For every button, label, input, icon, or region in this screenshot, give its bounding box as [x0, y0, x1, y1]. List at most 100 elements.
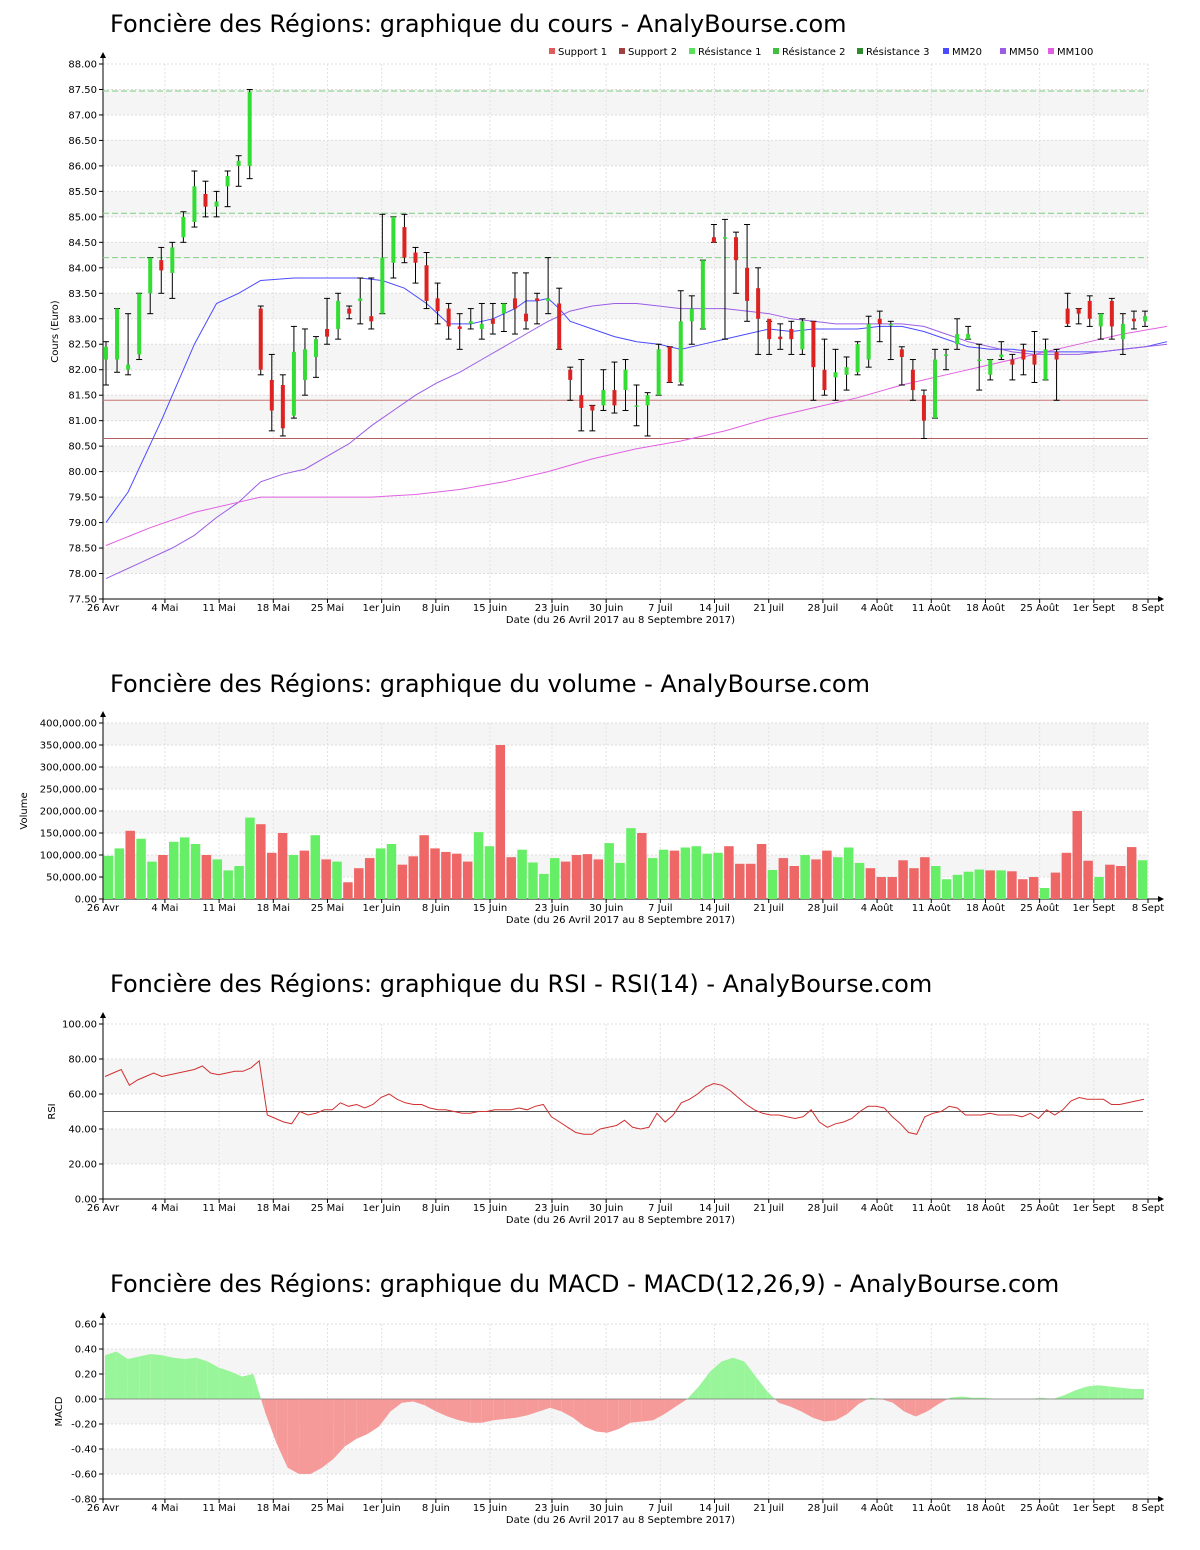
candle — [920, 389, 927, 439]
macd-x-arrow — [1158, 1496, 1164, 1502]
macd-negative-area — [607, 1399, 619, 1433]
candle-body — [291, 351, 296, 416]
macd-ytick-label: -0.20 — [71, 1420, 97, 1431]
rsi-ytick-label: 80.00 — [68, 1055, 97, 1066]
rsi-ytick-label: 0.00 — [75, 1195, 97, 1206]
candle — [379, 213, 386, 315]
candle-body — [1120, 323, 1125, 340]
legend-swatch — [619, 48, 625, 54]
macd-negative-area — [915, 1399, 928, 1417]
macd-negative-area — [573, 1399, 585, 1427]
volume-bar — [299, 850, 310, 899]
candle-body — [159, 260, 164, 271]
candle-body — [612, 390, 617, 406]
candle-body — [269, 379, 274, 411]
volume-bar — [637, 833, 647, 899]
candle-body — [137, 293, 142, 355]
volume-xtick-label: 7 Juil — [648, 903, 672, 914]
candle — [279, 374, 286, 437]
volume-bar — [310, 835, 321, 899]
candle-body — [225, 176, 230, 187]
candle — [213, 190, 220, 218]
candle — [810, 320, 817, 401]
candle — [876, 310, 883, 343]
candle-body — [734, 237, 739, 261]
candle — [931, 348, 938, 419]
macd-positive-area — [242, 1374, 254, 1399]
candle-body — [966, 334, 971, 340]
macd-xtick-label: 7 Juil — [648, 1503, 672, 1514]
candle-body — [402, 227, 407, 258]
price-band — [103, 89, 1148, 115]
candle — [909, 359, 916, 401]
price-xtick-label: 4 Mai — [151, 603, 178, 614]
macd-negative-area — [538, 1399, 551, 1412]
volume-bar — [996, 870, 1006, 899]
macd-negative-area — [778, 1399, 791, 1407]
price-ytick-label: 79.00 — [68, 518, 97, 529]
price-ytick-label: 80.50 — [68, 442, 97, 453]
candle-body — [789, 328, 794, 340]
volume-bar — [1050, 872, 1061, 899]
macd-xtick-label: 18 Mai — [257, 1503, 290, 1514]
candle-body — [1043, 349, 1048, 380]
candle — [1086, 295, 1093, 327]
macd-negative-area — [595, 1399, 608, 1433]
candle — [456, 313, 463, 350]
macd-negative-area — [584, 1399, 596, 1432]
legend-swatch — [773, 48, 779, 54]
price-ytick-label: 77.50 — [68, 595, 97, 606]
rsi-xtick-label: 7 Juil — [648, 1203, 672, 1214]
candle — [147, 257, 154, 315]
volume-bar — [1028, 877, 1039, 899]
price-ytick-label: 78.00 — [68, 569, 97, 580]
candle — [1053, 348, 1060, 401]
macd-negative-area — [458, 1399, 471, 1423]
candle-body — [711, 237, 716, 243]
candle-body — [435, 298, 440, 312]
volume-bar — [430, 848, 440, 899]
candle — [1042, 338, 1049, 381]
candle — [578, 359, 585, 432]
candle — [556, 287, 563, 350]
volume-xtick-label: 8 Juin — [422, 903, 450, 914]
macd-positive-area — [1075, 1386, 1087, 1399]
volume-ytick-label: 350,000.00 — [40, 741, 97, 752]
price-ytick-label: 84.50 — [68, 238, 97, 249]
candle — [412, 246, 419, 284]
candle — [335, 292, 342, 340]
candle-body — [645, 395, 650, 406]
volume-bar — [495, 745, 506, 899]
rsi-ytick-label: 20.00 — [68, 1160, 97, 1171]
candle-body — [689, 308, 694, 322]
macd-positive-area — [105, 1351, 117, 1399]
rsi-chart-title: Foncière des Régions: graphique du RSI -… — [110, 970, 933, 998]
candle-body — [955, 334, 960, 345]
volume-bar — [789, 866, 799, 899]
macd-positive-area — [767, 1391, 775, 1399]
candle-body — [336, 300, 341, 329]
candle-body — [1010, 359, 1015, 365]
volume-bar — [256, 824, 266, 899]
volume-bar — [462, 861, 473, 899]
candle — [545, 257, 552, 315]
macd-negative-area — [824, 1399, 836, 1422]
legend-swatch — [1000, 48, 1006, 54]
volume-bar — [876, 877, 887, 899]
candle — [346, 305, 353, 320]
candle — [567, 366, 574, 401]
candle-body — [977, 359, 982, 362]
candle — [202, 180, 209, 218]
price-band — [103, 548, 1148, 574]
candle-body — [910, 369, 915, 391]
candle — [290, 325, 297, 419]
rsi-xtick-label: 1er Juin — [363, 1203, 401, 1214]
price-xtick-label: 11 Août — [912, 602, 951, 614]
volume-bar — [909, 868, 919, 899]
macd-negative-area — [675, 1399, 688, 1407]
price-ytick-label: 86.00 — [68, 161, 97, 172]
macd-xtick-label: 30 Juin — [589, 1503, 623, 1514]
price-ytick-label: 82.00 — [68, 365, 97, 376]
macd-band — [103, 1449, 1148, 1474]
macd-negative-area — [367, 1399, 380, 1434]
